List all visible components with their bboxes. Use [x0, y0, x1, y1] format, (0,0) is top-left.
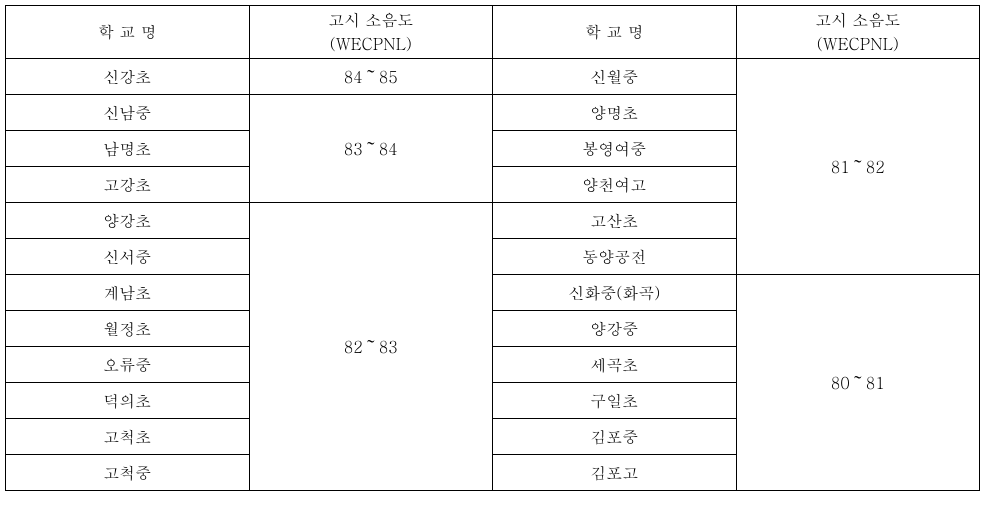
school-cell-right: 신월중 — [493, 59, 737, 95]
school-cell-left: 덕의초 — [6, 383, 250, 419]
noise-cell: 84～85 — [249, 59, 493, 95]
school-cell-right: 고산초 — [493, 203, 737, 239]
school-cell-right: 세곡초 — [493, 347, 737, 383]
table-row: 신강초 84～85 신월중 81～82 — [6, 59, 980, 95]
noise-level-table: 학 교 명 고시 소음도 (WECPNL) 학 교 명 고시 소음도 (WECP… — [5, 5, 980, 491]
school-cell-right: 김포중 — [493, 419, 737, 455]
header-noise-line1: 고시 소음도 — [328, 8, 413, 31]
header-noise-1: 고시 소음도 (WECPNL) — [249, 6, 493, 59]
school-cell-left: 오류중 — [6, 347, 250, 383]
school-cell-left: 남명초 — [6, 131, 250, 167]
school-cell-right: 신화중(화곡) — [493, 275, 737, 311]
school-cell-right: 동양공전 — [493, 239, 737, 275]
noise-cell: 80～81 — [736, 275, 980, 491]
school-cell-left: 양강초 — [6, 203, 250, 239]
header-noise-line1-b: 고시 소음도 — [815, 8, 900, 31]
school-cell-left: 신서중 — [6, 239, 250, 275]
header-noise-line2-b: (WECPNL) — [817, 32, 899, 55]
school-cell-right: 봉영여중 — [493, 131, 737, 167]
school-cell-right: 구일초 — [493, 383, 737, 419]
school-cell-right: 양명초 — [493, 95, 737, 131]
school-cell-right: 김포고 — [493, 455, 737, 491]
school-cell-left: 고척초 — [6, 419, 250, 455]
school-cell-left: 고척중 — [6, 455, 250, 491]
school-cell-left: 신강초 — [6, 59, 250, 95]
table-header-row: 학 교 명 고시 소음도 (WECPNL) 학 교 명 고시 소음도 (WECP… — [6, 6, 980, 59]
school-cell-left: 월정초 — [6, 311, 250, 347]
noise-cell: 81～82 — [736, 59, 980, 275]
noise-cell: 83～84 — [249, 95, 493, 203]
school-cell-left: 신남중 — [6, 95, 250, 131]
school-cell-left: 고강초 — [6, 167, 250, 203]
school-cell-right: 양강중 — [493, 311, 737, 347]
header-school-1: 학 교 명 — [6, 6, 250, 59]
header-school-2: 학 교 명 — [493, 6, 737, 59]
noise-cell: 82～83 — [249, 203, 493, 491]
header-noise-2: 고시 소음도 (WECPNL) — [736, 6, 980, 59]
table-row: 계남초 신화중(화곡) 80～81 — [6, 275, 980, 311]
school-cell-right: 양천여고 — [493, 167, 737, 203]
school-cell-left: 계남초 — [6, 275, 250, 311]
header-noise-line2: (WECPNL) — [330, 32, 412, 55]
